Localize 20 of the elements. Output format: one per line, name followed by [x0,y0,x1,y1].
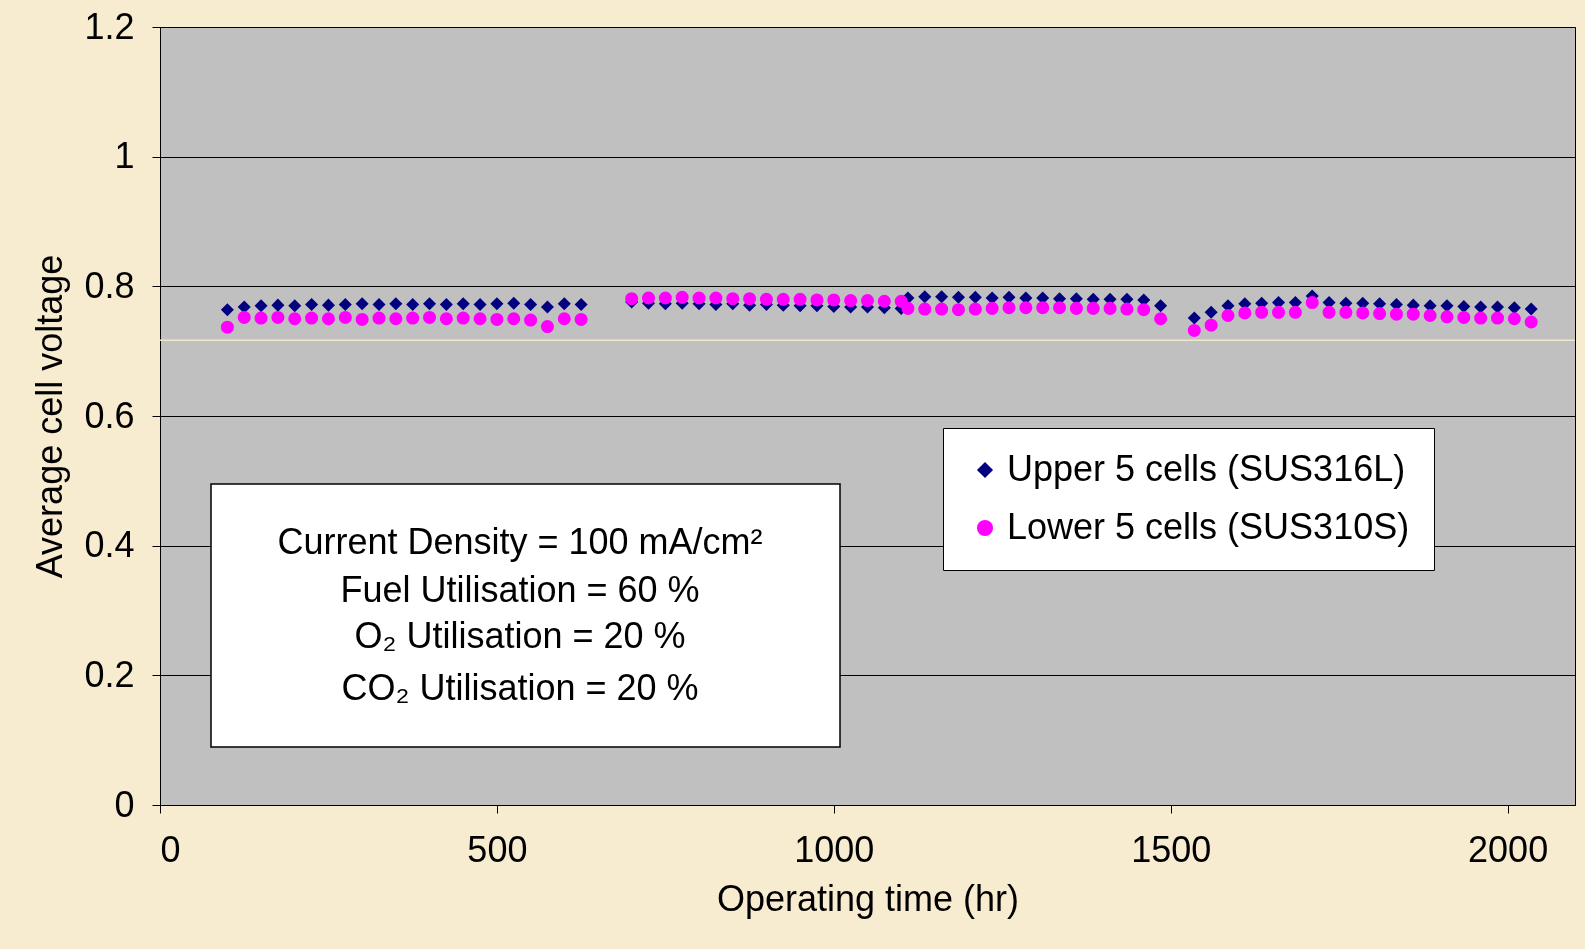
y-tick-label: 0 [114,783,135,825]
y-axis-title: Average cell voltage [29,254,71,579]
x-tick-label: 500 [467,828,528,870]
y-tick-label: 0.8 [84,264,135,306]
y-tick-label: 1 [114,135,135,177]
y-tick-label: 0.2 [84,653,135,695]
x-tick-label: 1000 [794,828,875,870]
y-tick-label: 1.2 [84,5,135,47]
y-tick-label: 0.6 [84,394,135,436]
annotation: Fuel Utilisation = 60 % [340,569,700,610]
annotation: O₂ Utilisation = 20 % [354,615,686,656]
annotation: Current Density = 100 mA/cm² [277,521,763,562]
x-axis-title: Operating time (hr) [716,877,1020,919]
legend-label: Upper 5 cells (SUS316L) [1007,448,1406,489]
y-tick-label: 0.4 [84,524,135,566]
legend-label: Lower 5 cells (SUS310S) [1007,506,1410,547]
x-tick-label: 0 [160,828,181,870]
annotation: CO₂ Utilisation = 20 % [341,667,699,708]
x-tick-label: 2000 [1468,828,1549,870]
x-tick-label: 1500 [1131,828,1212,870]
